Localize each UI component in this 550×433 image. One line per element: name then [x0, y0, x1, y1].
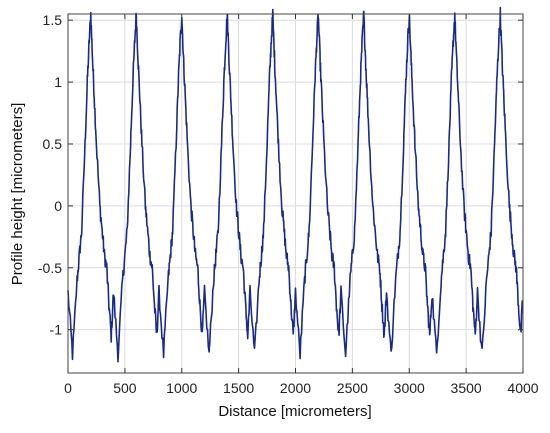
x-tick-label: 3000: [394, 380, 425, 396]
y-tick-label: 1.5: [43, 12, 63, 28]
x-tick-label: 0: [64, 380, 72, 396]
series-layer: [67, 6, 524, 363]
y-tick-label: 0.5: [43, 136, 63, 152]
y-tick-label: 1: [54, 74, 62, 90]
y-axis-label: Profile height [micrometers]: [9, 103, 26, 286]
x-tick-label: 500: [113, 380, 137, 396]
x-tick-label: 2000: [280, 380, 311, 396]
x-tick-label: 1000: [166, 380, 197, 396]
x-axis-label: Distance [micrometers]: [218, 403, 371, 420]
x-tick-label: 3500: [451, 380, 482, 396]
x-tick-label: 2500: [337, 380, 368, 396]
x-tick-label: 4000: [507, 380, 538, 396]
y-tick-labels: -1 -0.5 0 0.5 1 1.5: [38, 12, 62, 337]
x-tick-labels: 0 500 1000 1500 2000 2500 3000 3500 4000: [64, 380, 539, 396]
grid: [67, 14, 524, 373]
y-tick-label: -1: [50, 322, 63, 338]
x-tick-label: 1500: [223, 380, 254, 396]
ticks: [67, 14, 524, 373]
profile-height-line: [67, 6, 524, 363]
y-tick-label: -0.5: [38, 260, 62, 276]
y-tick-label: 0: [54, 198, 62, 214]
